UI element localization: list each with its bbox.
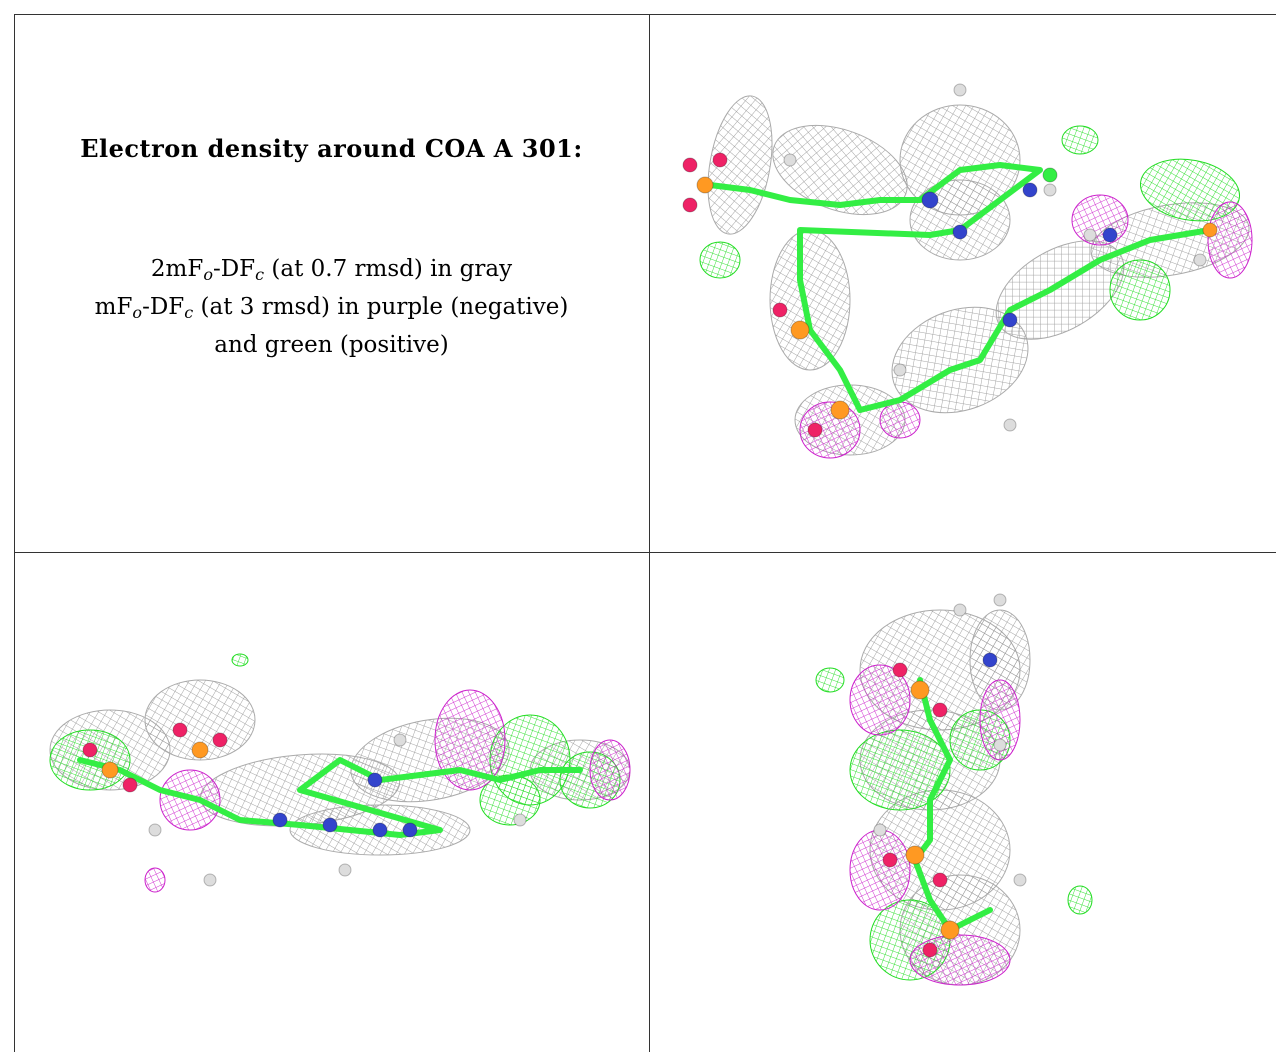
atom [1042,167,1058,183]
atom [101,761,119,779]
atom [982,652,998,668]
atom [367,772,383,788]
text-run: -DF [212,256,256,282]
subscript: c [255,265,265,284]
atom [1003,418,1017,432]
atom [922,942,938,958]
text-run: (at 0.7 rmsd) in gray [264,256,513,282]
text-run: -DF [142,294,185,320]
text-run: mF [94,294,133,320]
atom [1083,228,1097,242]
atom [932,872,948,888]
atom [993,593,1007,607]
atom [122,777,138,793]
caption-line: 2mFo-DFc (at 0.7 rmsd) in gray [14,250,649,288]
atom [882,852,898,868]
density-mesh [589,739,631,801]
atom [338,863,352,877]
density-mesh [144,679,256,761]
atom [830,400,850,420]
atom [172,722,188,738]
text-run: and green (positive) [214,332,449,358]
density-mesh [909,934,1011,986]
atom [905,845,925,865]
density-mesh [1139,158,1241,222]
density-mesh [849,664,911,736]
density-mesh [879,401,921,439]
atom [932,702,948,718]
caption-title: Electron density around COA A 301: [80,134,583,163]
caption-line: and green (positive) [14,326,649,364]
text-run: (at 3 rmsd) in purple (negative) [193,294,569,320]
atom [790,320,810,340]
atom [1202,222,1218,238]
atom [1022,182,1038,198]
density-mesh [815,667,845,693]
atom [682,157,698,173]
density-mesh [434,689,506,791]
density-mesh [707,95,773,235]
atom [82,742,98,758]
grid-lines [14,14,1276,1052]
atom [402,822,418,838]
atom [1043,183,1057,197]
atom [993,738,1007,752]
atom [372,822,388,838]
density-mesh [769,229,851,371]
atom [203,873,217,887]
density-mesh [231,653,249,667]
density-mesh [1109,259,1171,321]
atom [212,732,228,748]
atom [873,823,887,837]
density-mesh [1067,885,1093,915]
density-mesh [849,729,951,811]
atom [1102,227,1118,243]
caption-lines: 2mFo-DFc (at 0.7 rmsd) in gray mFo-DFc (a… [14,250,649,364]
density-mesh [772,124,908,216]
density-mesh [1061,125,1099,155]
atom [892,662,908,678]
atom [191,741,209,759]
molecule-renders [49,83,1253,986]
atom [893,363,907,377]
density-mesh [1071,194,1129,246]
atom [1002,312,1018,328]
subscript: o [203,265,213,284]
subscript: o [132,303,143,322]
atom [393,733,407,747]
atom [1013,873,1027,887]
caption-line: mFo-DFc (at 3 rmsd) in purple (negative) [14,288,649,326]
text-run: 2mF [150,256,204,282]
atom [712,152,728,168]
density-mesh [1207,201,1253,279]
atom [272,812,288,828]
density-mesh [144,867,166,893]
atom [772,302,788,318]
density-mesh [699,241,741,279]
atom [682,197,698,213]
atom [953,83,967,97]
atom [148,823,162,837]
atom [807,422,823,438]
atom [696,176,714,194]
bond [912,677,993,933]
atom [783,153,797,167]
density-mesh [979,679,1021,761]
atom [940,920,960,940]
atom [513,813,527,827]
atom [952,224,968,240]
subscript: c [184,303,194,322]
atom [921,191,939,209]
atom [953,603,967,617]
atom [322,817,338,833]
density-mesh [909,179,1011,261]
density-mesh [849,829,911,911]
bond [77,757,583,838]
atom [910,680,930,700]
atom [1193,253,1207,267]
bond [707,162,1213,413]
